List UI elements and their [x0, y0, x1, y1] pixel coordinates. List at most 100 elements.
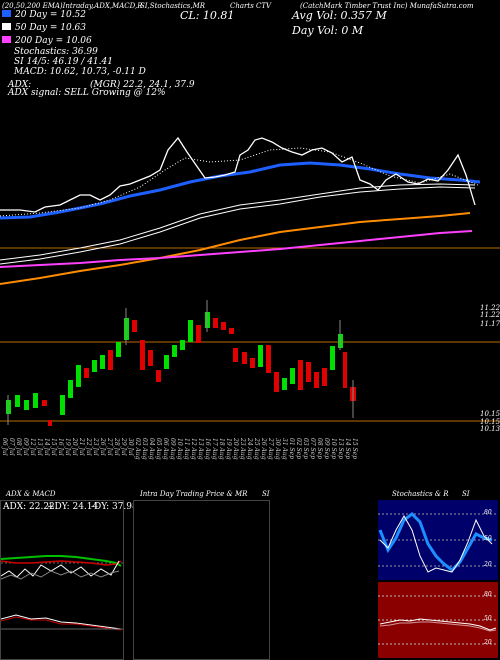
close-price-label: CL: 10.81: [180, 9, 235, 22]
x-axis-dates: 06 Jul 07 Jul 08 Jul 09 Jul 12 Jul 13 Jul 14 J…: [0, 438, 500, 478]
x-tick-label: 26 Aug: [260, 438, 267, 460]
chart-header-mid: SI,Stochastics,MR: [140, 2, 206, 10]
x-tick-label: 15 Jul: [50, 438, 57, 456]
x-tick-label: 14 Jul: [43, 438, 50, 456]
candle: [290, 368, 295, 384]
macd-red: [1, 616, 122, 631]
price-label-6: 10.13: [480, 425, 500, 433]
x-tick-label: 31 Aug: [281, 438, 288, 460]
x-tick-label: 12 Aug: [190, 438, 197, 460]
candle: [108, 350, 113, 370]
ema200-swatch: [2, 36, 11, 43]
price-label-1: 11.22: [480, 304, 500, 312]
candle: [33, 393, 38, 408]
candle: [343, 352, 347, 388]
candle: [229, 328, 234, 334]
x-tick-label: 13 Aug: [197, 438, 204, 460]
candle: [250, 358, 255, 368]
candle: [221, 322, 226, 330]
x-tick-label: 07 Jul: [8, 438, 15, 456]
intraday-panel-title: Intra Day Trading Price & MR: [140, 490, 248, 498]
candle: [15, 395, 20, 407]
candle: [213, 318, 218, 328]
price-label-2: 11.22: [480, 311, 500, 319]
x-tick-label: 17 Aug: [211, 438, 218, 460]
candle: [330, 346, 335, 370]
candle: [24, 400, 29, 410]
ema50-line: [0, 183, 476, 261]
x-tick-label: 29 Jul: [120, 438, 127, 456]
candle: [156, 370, 161, 382]
x-tick-label: 19 Aug: [225, 438, 232, 460]
x-tick-label: 06 Jul: [1, 438, 8, 456]
adx-green: [1, 555, 122, 567]
stoch-panel-title: Stochastics & R: [392, 490, 449, 498]
candle: [60, 395, 65, 415]
candle: [76, 365, 81, 387]
candle: [132, 320, 137, 332]
adx-red: [1, 560, 122, 566]
minus-di-value: -DY: 37.98: [91, 502, 138, 512]
chart-header-company: (CatchMark Timber Trust Inc) MunafaSutra…: [300, 2, 474, 10]
ema-orange-line: [0, 212, 471, 285]
ema50-swatch: [2, 23, 11, 30]
x-tick-label: 13 Jul: [36, 438, 43, 456]
x-tick-label: 16 Aug: [204, 438, 211, 460]
candle: [242, 352, 247, 364]
stoch-panel-suffix: SI: [462, 490, 470, 498]
x-tick-label: 25 Aug: [253, 438, 260, 460]
stochastics-panel: 80 50 20 80 50 20: [378, 500, 498, 658]
rsi-tick-80: 80: [484, 591, 492, 598]
plus-di-value: +DY: 24.14: [47, 502, 99, 512]
stoch-lines: [378, 512, 498, 645]
candle: [100, 355, 105, 369]
candle: [180, 340, 185, 350]
adx-grey: [1, 570, 120, 580]
candles: [6, 300, 356, 426]
x-tick-label: 30 Jul: [127, 438, 134, 456]
candle: [92, 360, 97, 372]
x-tick-label: 26 Jul: [99, 438, 106, 456]
legend-adx-values: (MGR) 22.2, 24.1, 37.9: [90, 80, 195, 90]
ema20-line: [0, 161, 481, 220]
x-tick-label: 23 Jul: [92, 438, 99, 456]
candle: [48, 420, 52, 426]
ema20-swatch: [2, 10, 11, 17]
x-tick-label: 10 Sep: [330, 438, 337, 460]
rsi-tick-50: 50: [484, 615, 492, 622]
legend-macd: MACD: 10.62, 10.73, -0.11 D: [14, 67, 146, 77]
x-tick-label: 01 Sep: [288, 438, 295, 460]
adx-lines: [1, 555, 123, 631]
chart-header-symbol: Charts CTV: [230, 2, 272, 10]
x-tick-label: 28 Jul: [113, 438, 120, 456]
adx-white: [1, 560, 120, 578]
candle: [274, 372, 279, 392]
stoch-tick-80: 80: [484, 509, 492, 516]
stoch-d: [379, 514, 493, 573]
ema-magenta-line: [0, 230, 473, 268]
candle: [84, 368, 89, 378]
legend-adx-label: ADX:: [8, 80, 32, 90]
candle: [148, 350, 153, 366]
x-tick-label: 23 Aug: [239, 438, 246, 460]
candle: [164, 355, 169, 369]
candle: [258, 345, 263, 367]
x-tick-label: 30 Aug: [274, 438, 281, 460]
candle: [116, 342, 121, 357]
candle: [322, 368, 327, 386]
x-tick-label: 20 Jul: [71, 438, 78, 456]
stoch-tick-50: 50: [484, 535, 492, 542]
candle: [306, 362, 311, 382]
x-tick-label: 24 Aug: [246, 438, 253, 460]
candle: [233, 348, 238, 362]
adx-panel-title: ADX & MACD: [6, 490, 56, 498]
x-tick-label: 27 Aug: [267, 438, 274, 460]
x-tick-label: 02 Sep: [295, 438, 302, 460]
legend-ema50: 50 Day = 10.63: [2, 23, 86, 33]
x-tick-label: 05 Aug: [155, 438, 162, 460]
rsi-line: [379, 618, 497, 631]
price-label-5: 10.15: [480, 418, 500, 426]
day-volume-label: Day Vol: 0 M: [292, 24, 364, 37]
x-tick-label: 15 Sep: [351, 438, 358, 460]
